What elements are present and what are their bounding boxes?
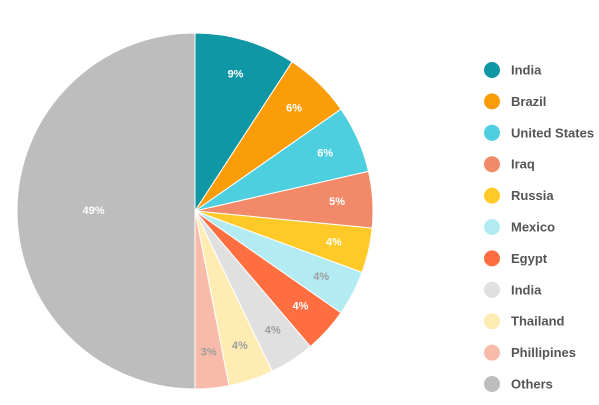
legend-marker-1 [484,62,500,78]
slice-label-3: 6% [317,147,333,159]
legend-label-11: Others [511,377,553,392]
legend-marker-8 [484,281,500,298]
slice-label-4: 5% [329,196,345,208]
slice-label-6: 4% [313,271,329,283]
slice-label-9: 4% [232,340,248,352]
legend-marker-4 [484,156,500,173]
pie-slices [16,32,374,390]
legend-label-9: Thailand [511,314,565,329]
legend-marker-6 [484,219,500,235]
legend-label-5: Russia [511,188,554,203]
legend-marker-9 [484,313,500,330]
pie-slice-labels: 9% 6% 6% 5% 4% 4% 4% 4% 4% 3% 49% [83,68,346,358]
pie-slice-1-india [194,32,293,213]
pie-slice-11-others [16,32,196,390]
slice-label-11: 49% [83,205,105,217]
slice-label-1: 9% [228,68,244,80]
legend-label-4: Iraq [511,157,535,172]
legend-label-1: India [511,63,542,78]
slice-label-10: 3% [201,347,217,359]
legend-marker-11 [484,376,500,392]
legend-marker-2 [484,93,500,110]
legend-marker-7 [484,250,500,267]
legend-label-7: Egypt [511,251,548,266]
legend-label-10: Phillipines [511,345,576,360]
slice-label-2: 6% [286,103,302,115]
legend-marker-3 [484,124,500,141]
legend: India Brazil United States Iraq Russia Mexico… [484,62,594,392]
slice-label-7: 4% [292,301,308,313]
legend-marker-10 [484,344,500,361]
legend-marker-5 [484,187,500,204]
legend-label-2: Brazil [511,94,546,109]
legend-label-3: United States [511,125,594,140]
slice-label-8: 4% [265,324,281,336]
slice-label-5: 4% [326,237,342,249]
legend-label-6: Mexico [511,220,555,235]
legend-label-8: India [511,282,542,297]
